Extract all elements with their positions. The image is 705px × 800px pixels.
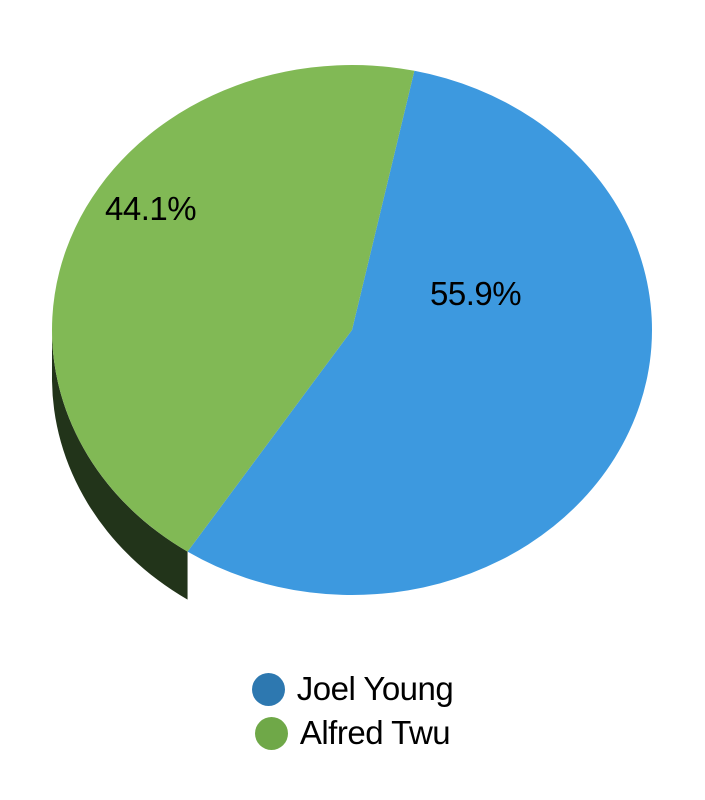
legend-label-joel-young: Joel Young — [297, 670, 454, 708]
pie-svg — [0, 0, 705, 640]
legend-item-alfred-twu: Alfred Twu — [255, 714, 450, 752]
legend-label-alfred-twu: Alfred Twu — [300, 714, 450, 752]
legend-swatch-joel-young — [252, 673, 285, 706]
slice-label-alfred-twu: 44.1% — [105, 190, 196, 228]
legend-swatch-alfred-twu — [255, 717, 288, 750]
pie-chart: 55.9% 44.1% — [0, 0, 705, 640]
slice-label-joel-young: 55.9% — [430, 275, 521, 313]
legend-item-joel-young: Joel Young — [252, 670, 454, 708]
legend: Joel Young Alfred Twu — [0, 670, 705, 752]
